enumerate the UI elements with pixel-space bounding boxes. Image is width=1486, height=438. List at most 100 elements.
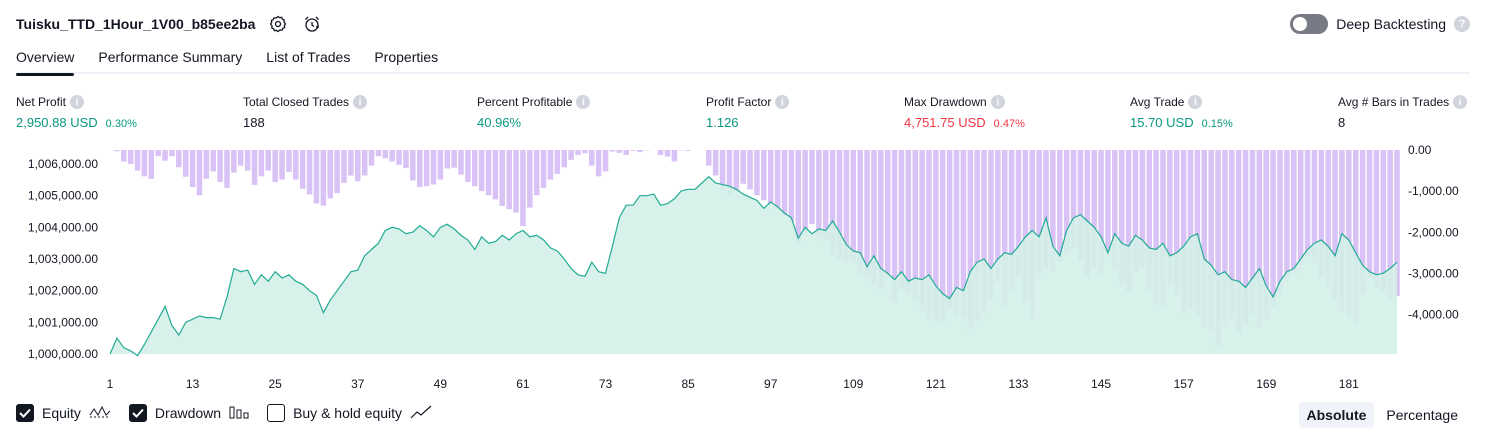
drawdown-bar bbox=[1070, 150, 1077, 249]
drawdown-bar bbox=[637, 150, 643, 153]
info-icon[interactable]: i bbox=[70, 95, 85, 109]
deep-backtesting-control: Deep Backtesting ? bbox=[1290, 12, 1470, 36]
drawdown-bar bbox=[1229, 150, 1235, 319]
equity-drawdown-chart[interactable]: 1,006,000.00 1,005,000.00 1,004,000.00 1,00… bbox=[0, 140, 1486, 395]
legend-buy-hold[interactable]: Buy & hold equity bbox=[267, 404, 432, 422]
drawdown-bar bbox=[540, 150, 547, 188]
drawdown-bar bbox=[368, 150, 375, 166]
x-axis: 1 13 25 37 49 61 73 85 97 109 121 133 145 157 169 181 bbox=[107, 377, 1359, 391]
drawdown-bar bbox=[492, 150, 499, 200]
tab-performance-summary[interactable]: Performance Summary bbox=[98, 49, 243, 65]
drawdown-bar bbox=[1132, 150, 1139, 272]
drawdown-bar bbox=[162, 150, 168, 161]
drawdown-bar bbox=[919, 150, 925, 311]
tab-overview[interactable]: Overview bbox=[16, 46, 75, 76]
drawdown-bar bbox=[1394, 150, 1400, 297]
x-tick-label: 109 bbox=[843, 377, 863, 391]
drawdown-bar bbox=[320, 150, 327, 206]
drawdown-bar bbox=[217, 150, 223, 183]
drawdown-bar bbox=[196, 150, 203, 196]
drawdown-bar bbox=[1387, 150, 1393, 301]
drawdown-checkbox[interactable] bbox=[128, 404, 147, 422]
metric-percent-profitable: Percent Profitable i 40.96% bbox=[477, 94, 591, 130]
drawdown-bar bbox=[733, 150, 740, 192]
drawdown-bar bbox=[203, 150, 210, 179]
absolute-button[interactable]: Absolute bbox=[1298, 402, 1375, 428]
drawdown-bar bbox=[155, 150, 161, 157]
deep-backtesting-toggle[interactable] bbox=[1290, 14, 1329, 34]
metric-value: 2,950.88 USD bbox=[16, 115, 98, 130]
drawdown-bar bbox=[1242, 150, 1249, 323]
legend-equity[interactable]: Equity bbox=[16, 404, 111, 422]
drawdown-bar bbox=[1249, 150, 1256, 315]
strategy-name: Tuisku_TTD_1Hour_1V00_b85ee2ba bbox=[16, 16, 256, 32]
drawdown-bar bbox=[1091, 150, 1097, 268]
drawdown-bar bbox=[988, 150, 994, 299]
drawdown-bar bbox=[458, 150, 464, 175]
metric-net-profit: Net Profit i 2,950.88 USD 0.30% bbox=[16, 94, 137, 130]
info-icon[interactable]: i bbox=[353, 95, 368, 109]
equity-checkbox[interactable] bbox=[16, 404, 34, 422]
x-tick-label: 97 bbox=[764, 377, 778, 391]
y-right-tick-label: -2,000.00 bbox=[1408, 225, 1459, 239]
metric-label: Avg # Bars in Trades bbox=[1338, 95, 1450, 109]
drawdown-bar bbox=[940, 150, 946, 323]
drawdown-bar bbox=[1311, 150, 1318, 264]
drawdown-bar bbox=[1332, 150, 1338, 301]
drawdown-bar bbox=[231, 150, 237, 173]
tab-list-of-trades[interactable]: List of Trades bbox=[266, 49, 351, 65]
drawdown-bar bbox=[630, 150, 636, 151]
alarm-clock-icon[interactable] bbox=[301, 13, 323, 35]
equity-area bbox=[110, 176, 1397, 356]
metric-profit-factor: Profit Factor i 1.126 bbox=[706, 94, 790, 130]
x-tick-label: 157 bbox=[1174, 377, 1194, 391]
buyhold-checkbox[interactable] bbox=[267, 404, 286, 422]
drawdown-bar bbox=[1084, 150, 1091, 278]
metric-label: Percent Profitable bbox=[477, 95, 573, 109]
y-right-tick-label: -1,000.00 bbox=[1408, 184, 1459, 198]
drawdown-bar bbox=[375, 150, 382, 157]
x-tick-label: 121 bbox=[926, 377, 946, 391]
info-icon[interactable]: i bbox=[1453, 95, 1468, 109]
drawdown-bar bbox=[829, 150, 836, 255]
drawdown-bar bbox=[843, 150, 850, 262]
drawdown-bar bbox=[561, 150, 567, 168]
drawdown-bar bbox=[127, 150, 134, 164]
info-icon[interactable]: i bbox=[576, 95, 591, 109]
drawdown-bar bbox=[1015, 150, 1022, 276]
drawdown-bar bbox=[1270, 150, 1276, 307]
drawdown-bar bbox=[299, 150, 306, 189]
drawdown-bar bbox=[1057, 150, 1063, 262]
drawdown-bar bbox=[293, 150, 299, 180]
info-icon[interactable]: i bbox=[990, 95, 1005, 109]
drawdown-bar bbox=[169, 150, 175, 157]
drawdown-bar bbox=[286, 150, 292, 172]
metric-total-closed-trades: Total Closed Trades i 188 bbox=[243, 94, 368, 130]
drawdown-bar bbox=[575, 150, 581, 155]
tab-bar: Overview Performance Summary List of Tra… bbox=[16, 46, 1470, 76]
drawdown-bar bbox=[1284, 150, 1290, 280]
drawdown-bar bbox=[1098, 150, 1104, 274]
drawdown-bar bbox=[1359, 150, 1366, 294]
y-left-tick-label: 1,002,000.00 bbox=[28, 284, 98, 298]
drawdown-bar bbox=[176, 150, 182, 168]
metric-label: Max Drawdown bbox=[904, 95, 987, 109]
x-tick-label: 25 bbox=[268, 377, 282, 391]
drawdown-bar bbox=[1352, 150, 1359, 323]
info-icon[interactable]: i bbox=[1188, 95, 1203, 109]
percentage-button[interactable]: Percentage bbox=[1386, 407, 1458, 423]
legend-drawdown[interactable]: Drawdown bbox=[128, 404, 249, 422]
settings-icon[interactable] bbox=[267, 13, 289, 35]
drawdown-bar bbox=[513, 150, 519, 213]
tab-properties[interactable]: Properties bbox=[374, 49, 439, 65]
drawdown-bar bbox=[1036, 150, 1042, 274]
drawdown-bar bbox=[960, 150, 967, 319]
drawdown-bar bbox=[1180, 150, 1187, 313]
x-tick-label: 181 bbox=[1339, 377, 1359, 391]
help-icon[interactable]: ? bbox=[1454, 16, 1470, 32]
drawdown-bar bbox=[664, 150, 671, 157]
drawdown-bar bbox=[878, 150, 884, 290]
info-icon[interactable]: i bbox=[775, 95, 790, 109]
drawdown-bar bbox=[967, 150, 974, 329]
metric-percent: 0.15% bbox=[1201, 118, 1233, 130]
